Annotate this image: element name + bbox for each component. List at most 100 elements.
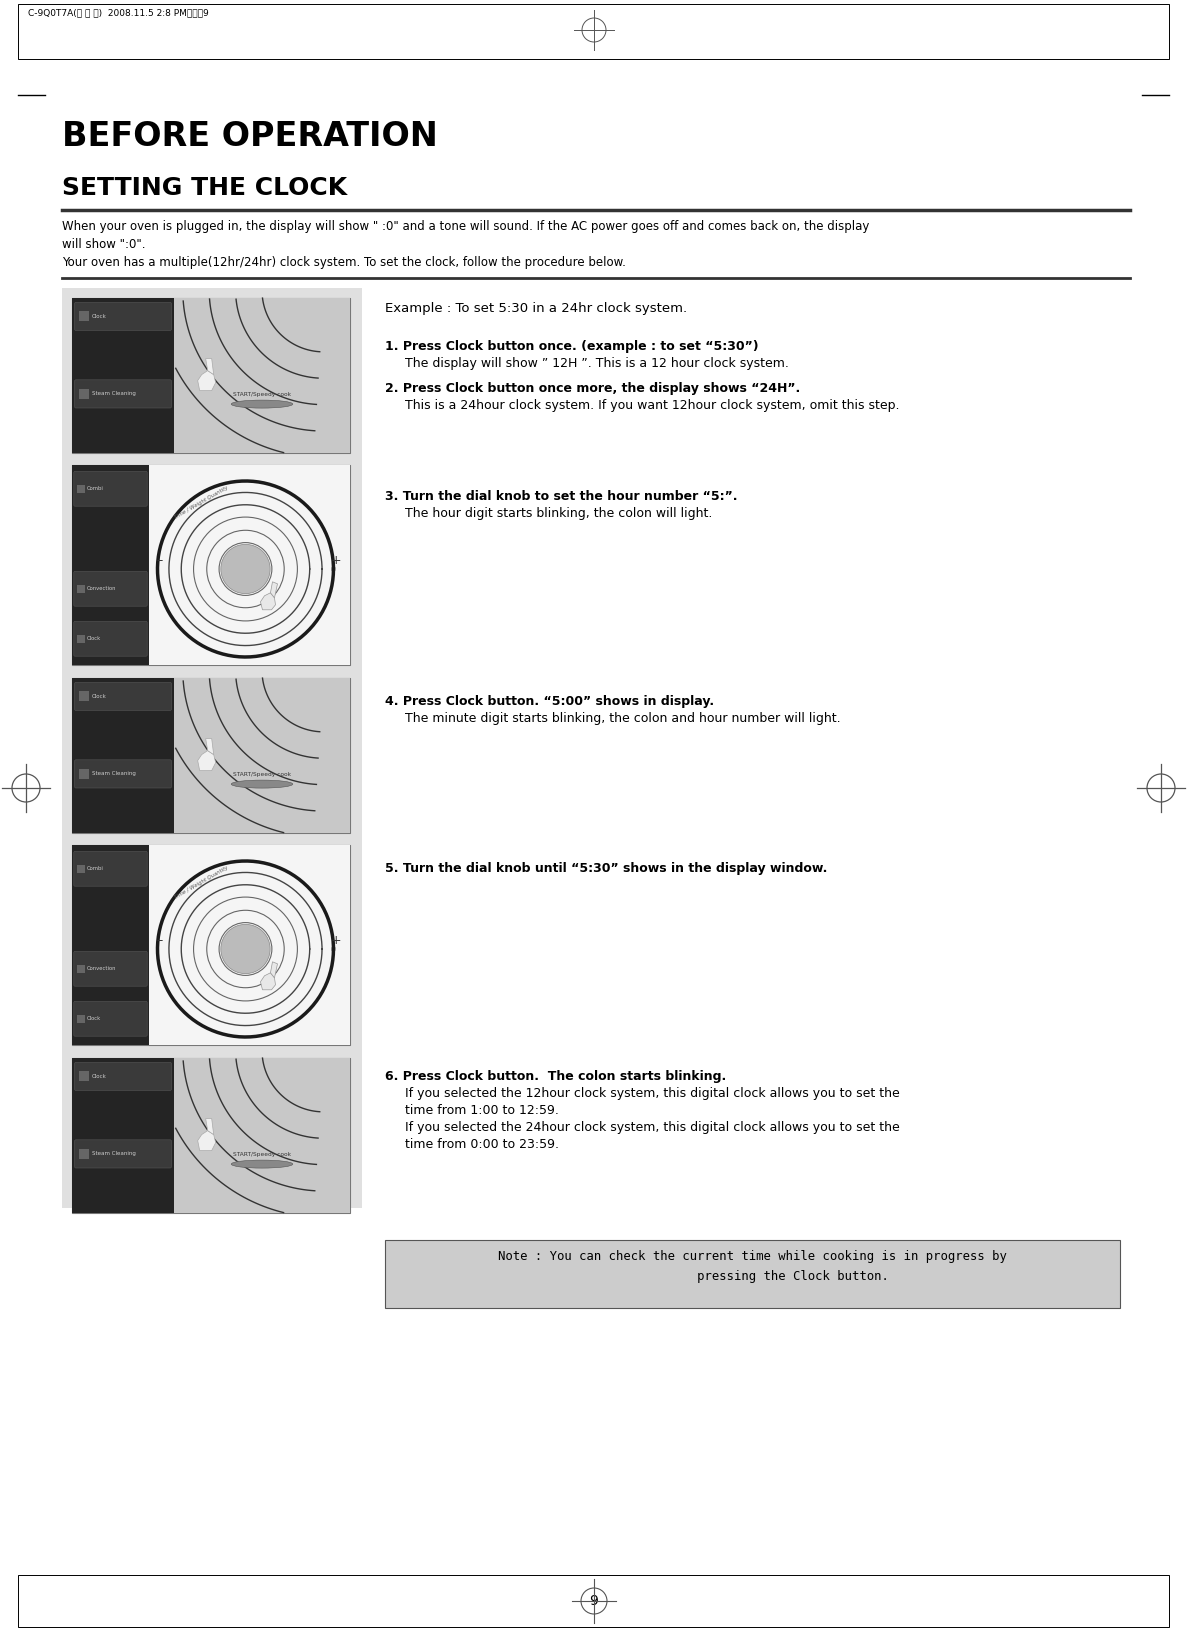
FancyBboxPatch shape [74,1002,147,1036]
FancyBboxPatch shape [75,1139,171,1169]
FancyBboxPatch shape [80,312,89,322]
Text: The display will show ” 12H ”. This is a 12 hour clock system.: The display will show ” 12H ”. This is a… [385,357,789,370]
Text: 3. Turn the dial knob to set the hour number “5:”.: 3. Turn the dial knob to set the hour nu… [385,490,737,503]
FancyBboxPatch shape [74,852,147,886]
FancyBboxPatch shape [72,299,174,454]
FancyBboxPatch shape [72,465,350,664]
Polygon shape [198,370,216,390]
FancyBboxPatch shape [77,1015,85,1023]
Text: 6. Press Clock button.  The colon starts blinking.: 6. Press Clock button. The colon starts … [385,1071,726,1084]
Text: Clock: Clock [87,636,101,641]
FancyBboxPatch shape [72,677,350,832]
Polygon shape [198,1131,216,1151]
FancyBboxPatch shape [80,1149,89,1159]
Polygon shape [205,1118,214,1134]
Circle shape [221,924,271,974]
FancyBboxPatch shape [72,465,150,664]
Text: Convection: Convection [87,966,116,971]
FancyBboxPatch shape [72,845,350,1044]
FancyBboxPatch shape [174,1058,350,1213]
Text: When your oven is plugged in, the display will show " :0" and a tone will sound.: When your oven is plugged in, the displa… [62,220,869,251]
Circle shape [221,545,271,594]
Text: The minute digit starts blinking, the colon and hour number will light.: The minute digit starts blinking, the co… [385,712,840,725]
FancyBboxPatch shape [75,1062,171,1090]
Text: START/Speedy cook: START/Speedy cook [233,392,291,397]
Text: If you selected the 12hour clock system, this digital clock allows you to set th: If you selected the 12hour clock system,… [385,1087,900,1100]
Polygon shape [198,751,216,770]
FancyBboxPatch shape [80,692,89,702]
FancyBboxPatch shape [75,761,171,788]
Text: time from 0:00 to 23:59.: time from 0:00 to 23:59. [385,1138,559,1151]
FancyBboxPatch shape [74,622,147,656]
Text: START/Speedy cook: START/Speedy cook [233,1152,291,1157]
Text: +: + [331,935,341,948]
Text: Steam Cleaning: Steam Cleaning [93,392,135,397]
Text: Time / Weight Quantity: Time / Weight Quantity [173,865,229,899]
FancyBboxPatch shape [72,677,174,832]
FancyBboxPatch shape [77,965,85,973]
Text: Note : You can check the current time while cooking is in progress by: Note : You can check the current time wh… [499,1250,1007,1263]
Text: BEFORE OPERATION: BEFORE OPERATION [62,121,438,153]
Text: Steam Cleaning: Steam Cleaning [93,1152,135,1157]
Text: The hour digit starts blinking, the colon will light.: The hour digit starts blinking, the colo… [385,508,712,521]
Text: Combi: Combi [87,486,104,491]
Polygon shape [271,961,278,978]
FancyBboxPatch shape [74,571,147,605]
FancyBboxPatch shape [74,472,147,506]
Text: –: – [155,555,163,568]
Text: Your oven has a multiple(12hr/24hr) clock system. To set the clock, follow the p: Your oven has a multiple(12hr/24hr) cloc… [62,256,626,269]
FancyBboxPatch shape [72,299,350,454]
Text: Clock: Clock [93,1074,107,1079]
FancyBboxPatch shape [72,1058,174,1213]
Text: Example : To set 5:30 in a 24hr clock system.: Example : To set 5:30 in a 24hr clock sy… [385,302,687,315]
Polygon shape [205,359,214,375]
Polygon shape [260,973,275,989]
Text: START/Speedy cook: START/Speedy cook [233,772,291,777]
FancyBboxPatch shape [174,299,350,454]
FancyBboxPatch shape [75,380,171,408]
FancyBboxPatch shape [150,465,350,664]
Text: Convection: Convection [87,586,116,591]
FancyBboxPatch shape [74,951,147,986]
Text: This is a 24hour clock system. If you want 12hour clock system, omit this step.: This is a 24hour clock system. If you wa… [385,398,900,411]
Polygon shape [271,581,278,597]
FancyBboxPatch shape [77,635,85,643]
FancyBboxPatch shape [77,485,85,493]
Text: Clock: Clock [93,313,107,318]
FancyBboxPatch shape [72,845,150,1044]
FancyBboxPatch shape [62,287,362,1208]
Text: 1. Press Clock button once. (example : to set “5:30”): 1. Press Clock button once. (example : t… [385,339,758,353]
Text: Steam Cleaning: Steam Cleaning [93,772,135,777]
Text: +: + [331,555,341,568]
Text: –: – [155,935,163,948]
Text: 9: 9 [590,1594,598,1608]
Ellipse shape [231,400,293,408]
FancyBboxPatch shape [80,1071,89,1082]
FancyBboxPatch shape [385,1240,1121,1307]
FancyBboxPatch shape [77,865,85,873]
FancyBboxPatch shape [150,845,350,1044]
Text: Clock: Clock [87,1017,101,1022]
FancyBboxPatch shape [77,584,85,592]
Text: pressing the Clock button.: pressing the Clock button. [616,1270,889,1283]
FancyBboxPatch shape [80,388,89,398]
Text: Combi: Combi [87,867,104,871]
Text: Clock: Clock [93,694,107,698]
Polygon shape [205,739,214,754]
FancyBboxPatch shape [75,302,171,331]
Text: 4. Press Clock button. “5:00” shows in display.: 4. Press Clock button. “5:00” shows in d… [385,695,715,708]
FancyBboxPatch shape [75,682,171,710]
Text: SETTING THE CLOCK: SETTING THE CLOCK [62,176,347,201]
FancyBboxPatch shape [72,1058,350,1213]
Text: If you selected the 24hour clock system, this digital clock allows you to set th: If you selected the 24hour clock system,… [385,1121,900,1134]
Ellipse shape [231,780,293,788]
Text: time from 1:00 to 12:59.: time from 1:00 to 12:59. [385,1103,559,1116]
Text: 5. Turn the dial knob until “5:30” shows in the display window.: 5. Turn the dial knob until “5:30” shows… [385,862,827,875]
FancyBboxPatch shape [80,769,89,778]
Text: 2. Press Clock button once more, the display shows “24H”.: 2. Press Clock button once more, the dis… [385,382,800,395]
Polygon shape [260,592,275,610]
FancyBboxPatch shape [174,677,350,832]
Text: C-9Q0T7A(영 기 본)  2008.11.5 2:8 PM페이지9: C-9Q0T7A(영 기 본) 2008.11.5 2:8 PM페이지9 [28,8,209,16]
Ellipse shape [231,1160,293,1169]
Text: Time / Weight Quantity: Time / Weight Quantity [173,485,229,521]
